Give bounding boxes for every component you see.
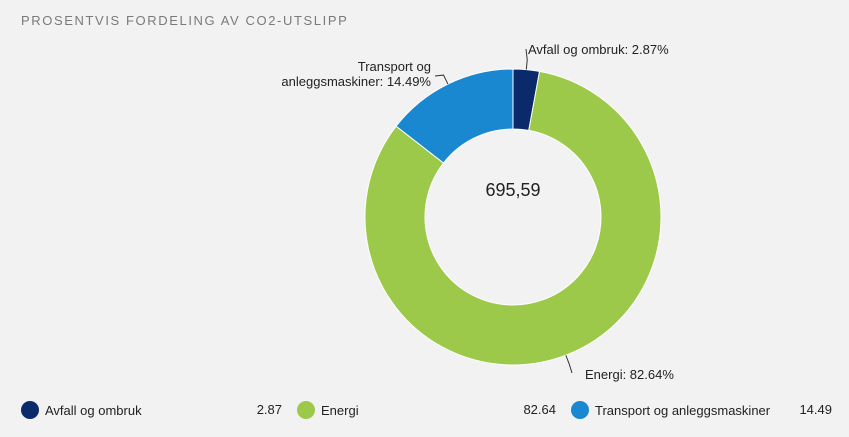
chart-title: PROSENTVIS FORDELING AV CO2-UTSLIPP (21, 13, 349, 28)
connector-transport (434, 74, 449, 85)
legend-item-transport[interactable]: Transport og anleggsmaskiner (571, 400, 770, 420)
slice-transport[interactable] (395, 68, 514, 164)
legend-label-energi: Energi (321, 402, 359, 418)
legend-value-energi: 82.64 (523, 402, 556, 417)
slice-label-energi: Energi: 82.64% (585, 367, 674, 382)
legend-label-avfall: Avfall og ombruk (45, 402, 142, 418)
center-total: 695,59 (485, 180, 540, 200)
legend-label-transport: Transport og anleggsmaskiner (595, 402, 771, 418)
legend-dot-avfall (21, 401, 39, 419)
legend-dot-energi (297, 401, 315, 419)
legend-item-energi[interactable]: Energi (297, 400, 359, 420)
connector-avfall (525, 48, 528, 70)
slice-energi[interactable] (364, 70, 662, 366)
legend-dot-transport (571, 401, 589, 419)
slice-label-avfall: Avfall og ombruk: 2.87% (528, 42, 669, 57)
legend-value-avfall: 2.87 (256, 402, 282, 417)
slice-label-transport-line2: anleggsmaskiner: 14.49% (281, 74, 431, 89)
legend: Avfall og ombruk 2.87 Energi 82.64 Trans… (0, 400, 849, 422)
legend-item-avfall[interactable]: Avfall og ombruk (21, 400, 142, 420)
connector-energi (565, 355, 573, 374)
legend-value-transport: 14.49 (799, 402, 832, 417)
slice-label-transport-line1: Transport og (358, 59, 431, 74)
